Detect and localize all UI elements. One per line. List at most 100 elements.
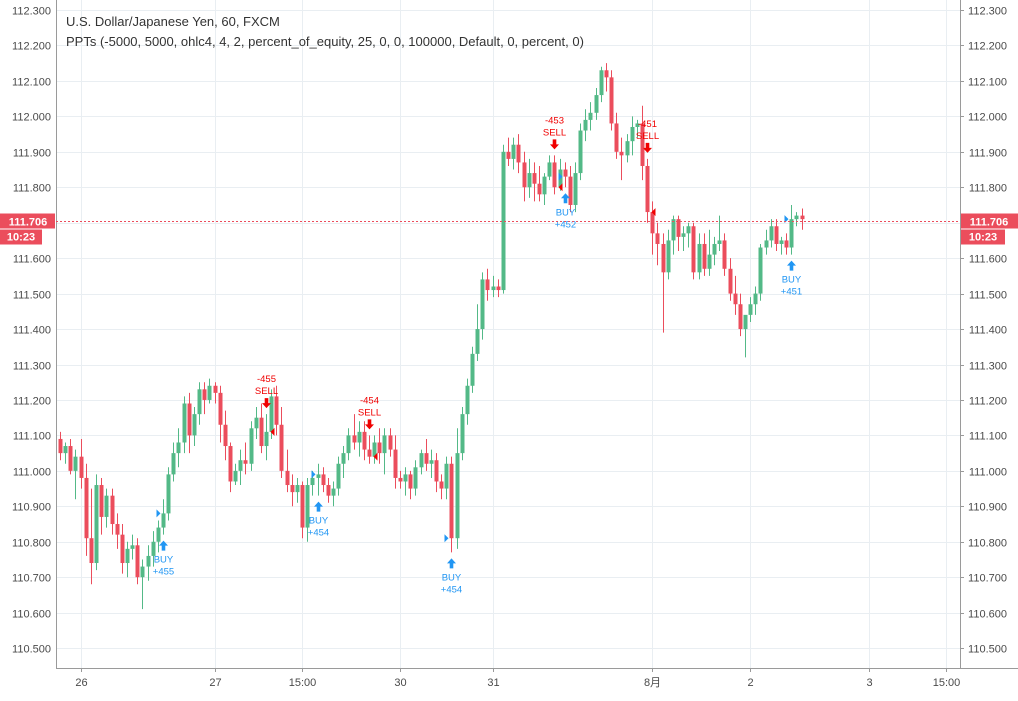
candle [748, 297, 753, 322]
candle-body [79, 456, 84, 478]
x-tick-label: 8月 [644, 677, 661, 689]
x-tick-label: 27 [209, 677, 221, 689]
candle [764, 229, 769, 255]
candle-body [547, 162, 552, 177]
candle [470, 346, 475, 393]
candle-body [707, 254, 712, 269]
candle [305, 477, 310, 542]
candle [213, 382, 218, 404]
y-tick-label-left: 111.300 [13, 361, 51, 373]
y-tick-label-left: 112.300 [12, 6, 51, 18]
candle-body [460, 414, 465, 454]
countdown-text-left: 10:23 [7, 232, 35, 244]
candle [563, 162, 568, 188]
candle [279, 407, 284, 478]
candle-body [645, 165, 650, 213]
y-tick-label-right: 111.400 [969, 325, 1007, 337]
candle [84, 463, 89, 556]
candle [120, 524, 125, 574]
candle-body [800, 215, 805, 220]
sell-signal-value: -455 [257, 374, 276, 385]
candle-body [604, 70, 609, 78]
candle-body [480, 279, 485, 330]
candle [352, 414, 357, 450]
chart-title: U.S. Dollar/Japanese Yen, 60, FXCM [66, 14, 280, 29]
candle-body [336, 463, 341, 489]
candle-body [748, 304, 753, 315]
y-tick-label-right: 111.600 [969, 254, 1007, 266]
buy-marker-icon [311, 470, 316, 479]
candle-body [594, 95, 599, 113]
candle [455, 428, 460, 549]
sell-signal: SELL-454 [358, 395, 381, 461]
candle-body [84, 477, 89, 539]
sell-signal-label: SELL [636, 131, 659, 142]
x-tick-label: 3 [866, 677, 872, 689]
candle-body [146, 555, 151, 567]
candle [501, 144, 506, 294]
axes [56, 0, 1018, 669]
candle-body [599, 70, 604, 96]
candle-body [485, 279, 490, 291]
candle [547, 155, 552, 181]
candle [300, 481, 305, 539]
candle [676, 215, 681, 252]
buy-marker-icon [444, 534, 449, 543]
candle-body [784, 240, 789, 248]
last-price-text-left: 111.706 [9, 217, 48, 229]
candle [609, 70, 614, 131]
sell-signal-value: -453 [545, 115, 564, 126]
candle-body [769, 226, 774, 241]
candle-body [207, 385, 212, 400]
buy-signal-value: +454 [441, 584, 462, 595]
candle-body [254, 417, 259, 429]
candle-body [63, 446, 68, 454]
candle [707, 229, 712, 276]
candle [264, 414, 269, 461]
candle [68, 438, 73, 475]
y-tick-label-left: 112.100 [12, 77, 51, 89]
candle [135, 538, 140, 585]
candle-body [419, 453, 424, 468]
candle-body [161, 513, 166, 528]
candle [702, 233, 707, 276]
candle [619, 137, 624, 181]
candle-body [341, 453, 346, 464]
candle-body [285, 470, 290, 486]
y-tick-label-right: 112.300 [968, 6, 1007, 18]
candle-body [166, 474, 171, 514]
candle-body [192, 414, 197, 436]
candle [89, 488, 94, 585]
candle [362, 421, 367, 461]
candle [419, 449, 424, 475]
candle-body [496, 286, 501, 291]
x-tick-label: 15:00 [289, 677, 317, 689]
candle-body [728, 268, 733, 294]
candle [522, 151, 527, 202]
candle [110, 488, 115, 535]
candle [599, 66, 604, 103]
candle [542, 173, 547, 205]
y-tick-label-left: 111.200 [13, 396, 51, 408]
candle-body [625, 141, 630, 156]
candle-body [300, 485, 305, 528]
candle [645, 158, 650, 223]
y-tick-label-left: 112.000 [12, 112, 51, 124]
candle-body [444, 463, 449, 489]
last-price-marker: 111.706 10:23 111.706 10:23 [0, 213, 1018, 245]
y-tick-label-right: 111.900 [969, 148, 1007, 160]
x-axis-ticks: 26 27 15:00 30 31 8月 2 3 15:00 [75, 668, 960, 689]
sell-signal-value: -454 [360, 395, 379, 406]
y-tick-label-left: 111.400 [13, 325, 51, 337]
candle [243, 442, 248, 475]
candle [228, 442, 233, 493]
candles [58, 63, 805, 610]
candle-body [630, 126, 635, 142]
candle-body [655, 233, 660, 244]
candle-body [465, 385, 470, 415]
candle-body [202, 389, 207, 400]
candle [630, 116, 635, 156]
candle [321, 467, 326, 493]
